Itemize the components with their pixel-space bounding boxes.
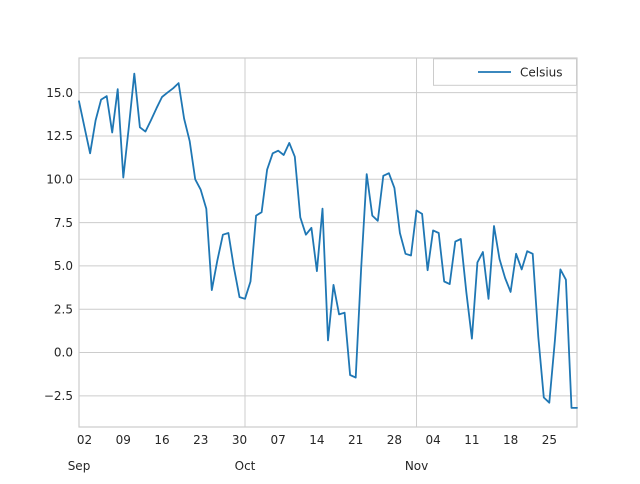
plot-border — [78, 57, 578, 428]
y-tick-label: 7.5 — [54, 216, 73, 230]
y-tick-label: 2.5 — [54, 302, 73, 316]
x-tick-label: 02 — [77, 433, 92, 447]
x-tick-label: 07 — [271, 433, 286, 447]
month-label: Nov — [405, 459, 428, 473]
y-tick-label: 5.0 — [54, 259, 73, 273]
x-tick-label: 04 — [425, 433, 440, 447]
x-tick-label: 28 — [387, 433, 402, 447]
y-tick-label: 0.0 — [54, 346, 73, 360]
x-tick-label: 16 — [154, 433, 169, 447]
x-tick-label: 23 — [193, 433, 208, 447]
y-tick-label: −2.5 — [44, 389, 73, 403]
x-tick-label: 18 — [503, 433, 518, 447]
month-label: Sep — [68, 459, 91, 473]
x-tick-label: 11 — [464, 433, 479, 447]
y-tick-label: 12.5 — [46, 129, 73, 143]
legend-label: Celsius — [520, 65, 563, 79]
month-label: Oct — [235, 459, 256, 473]
y-tick-label: 15.0 — [46, 86, 73, 100]
x-tick-label: 30 — [232, 433, 247, 447]
x-tick-label: 25 — [542, 433, 557, 447]
y-tick-label: 10.0 — [46, 172, 73, 186]
x-tick-label: 09 — [116, 433, 131, 447]
x-tick-label: 14 — [309, 433, 324, 447]
series-line-celsius — [78, 72, 578, 409]
x-tick-label: 21 — [348, 433, 363, 447]
